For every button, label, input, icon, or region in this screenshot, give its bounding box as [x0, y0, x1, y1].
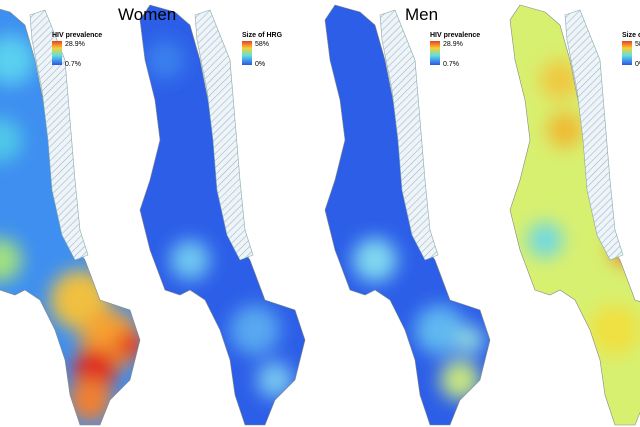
legends: HIV prevalence 28.9% 0.7% Size of HRG 58% 0% H…	[52, 32, 640, 68]
legend-max: 28.9%	[443, 41, 463, 48]
map-panel	[324, 4, 491, 426]
legend-min: 0.7%	[443, 61, 459, 68]
legend-title: Size of HRG	[242, 32, 283, 39]
legend-max: 58%	[255, 41, 269, 48]
legend-title: HIV prevalence	[430, 32, 480, 39]
map-panel	[139, 4, 306, 426]
legend-max: 58%	[635, 41, 640, 48]
panel-title: Men	[405, 5, 438, 24]
legend-min: 0.7%	[65, 61, 81, 68]
legend-min: 0%	[255, 61, 265, 68]
legend-scale	[52, 41, 62, 65]
legend-scale	[430, 41, 440, 65]
legend-min: 0%	[635, 61, 640, 68]
legend-title: Size of HRG	[622, 32, 640, 39]
legend-max: 28.9%	[65, 41, 85, 48]
panel-title: Women	[118, 5, 176, 24]
legend-scale	[242, 41, 252, 65]
legend-title: HIV prevalence	[52, 32, 102, 39]
map-panel	[509, 4, 640, 426]
legend-scale	[622, 41, 632, 65]
